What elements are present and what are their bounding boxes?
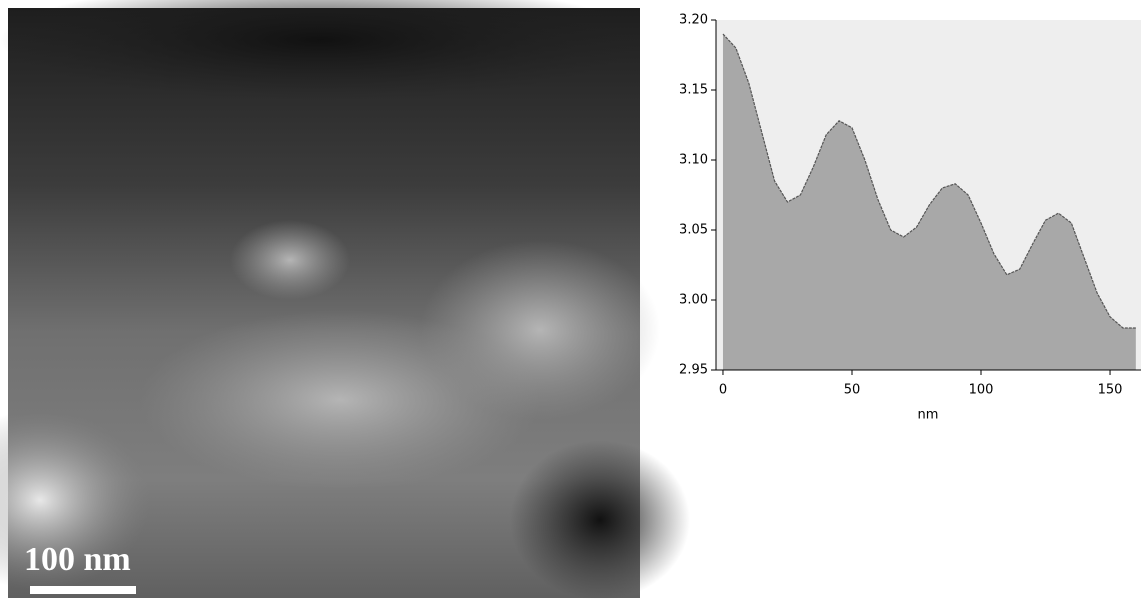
y-tick-label: 3.10: [679, 153, 708, 168]
x-tick-label: 0: [719, 383, 727, 398]
y-tick-label: 3.05: [679, 223, 708, 238]
micrograph: 100 nm: [0, 0, 690, 600]
x-tick-label: 100: [969, 383, 994, 398]
scale-bar-label: 100 nm: [24, 541, 131, 578]
y-tick-label: 3.15: [679, 83, 708, 98]
area: [722, 34, 1136, 370]
x-axis-label: nm: [918, 408, 939, 423]
scale-bar: [30, 586, 136, 594]
x-tick-label: 50: [844, 383, 861, 398]
x-tick-label: 150: [1098, 383, 1123, 398]
y-tick-label: 3.20: [679, 13, 708, 28]
y-tick-label: 2.95: [679, 363, 708, 378]
y-tick-label: 3.00: [679, 293, 708, 308]
line: [722, 33, 1136, 329]
chart: nm 3.20 3.15 3.10 3.05 3.00 2.95 0 50 100 150: [679, 13, 1141, 423]
